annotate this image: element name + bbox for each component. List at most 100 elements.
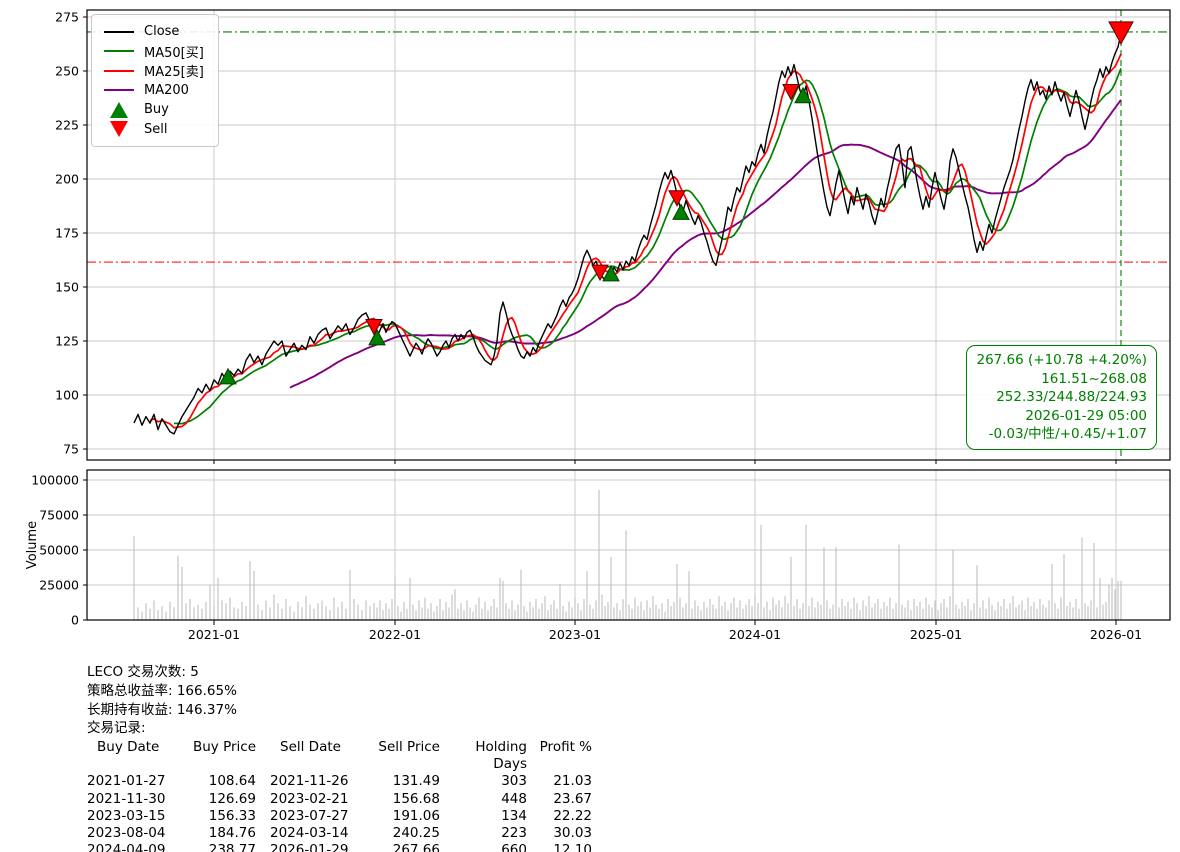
volume-tick-label: 75000 — [39, 508, 79, 523]
legend-swatch — [102, 121, 135, 138]
strategy-stats: LECO 交易次数: 5 策略总收益率: 166.65% 长期持有收益: 146… — [87, 663, 237, 738]
volume-bar — [269, 607, 271, 620]
volume-bar — [859, 610, 861, 620]
volume-bar — [772, 597, 774, 620]
volume-bar — [361, 610, 363, 620]
volume-bar — [1099, 578, 1101, 620]
volume-bar — [802, 603, 804, 620]
volume-bar — [265, 600, 267, 620]
volume-bar — [1108, 585, 1110, 620]
trade-cell — [256, 773, 270, 790]
volume-bar — [373, 603, 375, 620]
volume-bar — [241, 601, 243, 620]
volume-bar — [394, 575, 396, 620]
volume-bar — [309, 604, 311, 620]
volume-bar — [520, 569, 522, 620]
trade-cell: 184.76 — [208, 825, 256, 842]
volume-bar — [1075, 599, 1077, 620]
volume-bar — [634, 597, 636, 620]
volume-bar — [333, 597, 335, 620]
volume-bar — [406, 608, 408, 620]
volume-bar — [217, 578, 219, 620]
price-tick-label: 275 — [55, 10, 79, 25]
volume-bar — [1039, 599, 1041, 620]
trade-cell: 2026-01-29 — [270, 842, 349, 852]
volume-tick-label: 25000 — [39, 578, 79, 593]
volume-bar — [766, 601, 768, 620]
volume-bar — [907, 600, 909, 620]
volume-bar — [1105, 601, 1107, 620]
volume-bar — [193, 607, 195, 620]
volume-bar — [742, 608, 744, 620]
trade-cell — [256, 739, 270, 773]
quote-annotation-box: 267.66 (+10.78 +4.20%) 161.51~268.08 252.3… — [966, 345, 1157, 450]
volume-bar — [181, 566, 183, 620]
trade-cell: 303 — [501, 773, 527, 790]
trade-cell: 30.03 — [553, 825, 592, 842]
volume-bar — [532, 607, 534, 620]
volume-bar — [889, 597, 891, 620]
volume-bar — [189, 599, 191, 620]
volume-bar — [655, 604, 657, 620]
volume-bar — [967, 599, 969, 620]
volume-bar — [664, 611, 666, 620]
volume-bar — [934, 600, 936, 620]
volume-bar — [952, 550, 954, 620]
price-tick-label: 75 — [63, 442, 79, 457]
legend-item: Buy — [102, 100, 204, 120]
legend-label: MA25[卖] — [144, 65, 204, 81]
x-tick-label: 2025-01 — [910, 627, 962, 642]
volume-bar — [1033, 601, 1035, 620]
volume-bar — [937, 610, 939, 620]
volume-bar — [700, 610, 702, 620]
volume-bar — [535, 599, 537, 620]
trade-cell: 223 — [501, 825, 527, 842]
annotation-line: 252.33/244.88/224.93 — [996, 389, 1147, 406]
volume-bar — [865, 606, 867, 620]
volume-bar — [925, 597, 927, 620]
volume-bar — [448, 607, 450, 620]
volume-bar — [325, 606, 327, 620]
volume-bar — [778, 600, 780, 620]
volume-bar — [751, 606, 753, 620]
volume-bar — [257, 604, 259, 620]
volume-tick-label: 0 — [71, 613, 79, 628]
volume-bar — [418, 600, 420, 620]
volume-bar — [424, 597, 426, 620]
volume-bar — [337, 607, 339, 620]
close-line — [133, 32, 1122, 435]
volume-bar — [415, 610, 417, 620]
volume-bar — [922, 608, 924, 620]
volume-bar — [817, 601, 819, 620]
volume-bar — [1000, 606, 1002, 620]
volume-bar — [249, 561, 251, 620]
volume-bar — [931, 607, 933, 620]
volume-bar — [571, 607, 573, 620]
volume-bar — [814, 607, 816, 620]
volume-bar — [1018, 604, 1020, 620]
trade-record-table: Buy Date Buy Price Sell Date Sell Price Hold… — [87, 739, 592, 852]
volume-bar — [508, 608, 510, 620]
volume-bar — [379, 600, 381, 620]
volume-bar — [403, 601, 405, 620]
volume-bar — [261, 610, 263, 620]
volume-bar — [233, 607, 235, 620]
x-tick-label: 2026-01 — [1090, 627, 1142, 642]
annotation-line: 267.66 (+10.78 +4.20%) — [976, 352, 1147, 368]
volume-bar — [580, 610, 582, 620]
volume-bar — [1006, 608, 1008, 620]
volume-bar — [499, 578, 501, 620]
volume-bar — [568, 601, 570, 620]
trade-table-row: 2024-04-09 238.77 2026-01-29 267.66 660 12.10 — [87, 842, 592, 852]
stats-holding-return: 长期持有收益: 146.37% — [87, 701, 237, 718]
annotation-line: -0.03/中性/+0.45/+1.07 — [988, 426, 1147, 443]
volume-bar — [676, 564, 678, 620]
volume-bar — [631, 608, 633, 620]
volume-bar — [529, 601, 531, 620]
buy-marker — [219, 367, 237, 385]
volume-bar — [1084, 603, 1086, 620]
volume-bar — [790, 557, 792, 620]
volume-bar — [157, 610, 159, 620]
volume-bar — [1117, 580, 1119, 620]
